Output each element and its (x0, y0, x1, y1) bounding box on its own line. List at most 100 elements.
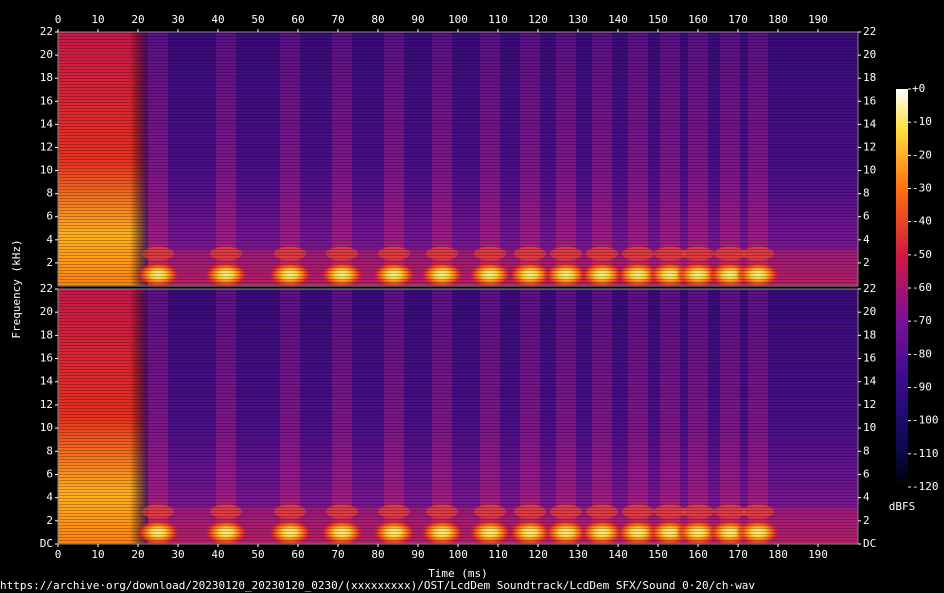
y-tick-label: 14 (40, 375, 54, 388)
x-tick-label: 130 (568, 548, 588, 561)
y-tick-label: 6 (863, 210, 870, 223)
y-tick-label: 8 (46, 444, 53, 457)
texture (58, 289, 858, 544)
y-tick-label: DC (863, 537, 876, 550)
y-tick-label: 22 (863, 282, 876, 295)
x-tick-label: 90 (411, 548, 424, 561)
y-tick-label: 8 (863, 187, 870, 200)
y-tick-label: 10 (863, 164, 876, 177)
y-tick-label: 18 (40, 71, 53, 84)
x-tick-label: 90 (411, 13, 424, 26)
y-tick-label: 4 (46, 491, 53, 504)
y-axis-label: Frequency (kHz) (10, 239, 23, 338)
y-tick-label: 6 (46, 210, 53, 223)
y-tick-label: 18 (863, 328, 876, 341)
x-tick-label: 190 (808, 13, 828, 26)
y-tick-label: 10 (40, 421, 53, 434)
x-tick-label: 50 (251, 548, 264, 561)
colorbar-tick-label: -30 (912, 182, 932, 195)
x-tick-label: 40 (211, 13, 224, 26)
x-tick-label: 30 (171, 548, 184, 561)
y-tick-label: 2 (46, 514, 53, 527)
y-tick-label: 22 (40, 25, 53, 38)
x-tick-label: 20 (131, 13, 144, 26)
colorbar-tick-label: -70 (912, 314, 932, 327)
y-tick-label: 16 (863, 94, 876, 107)
x-tick-label: 20 (131, 548, 144, 561)
texture (58, 32, 858, 286)
x-tick-label: 170 (728, 13, 748, 26)
x-tick-label: 60 (291, 13, 304, 26)
x-tick-label: 180 (768, 548, 788, 561)
colorbar-tick-label: -10 (912, 115, 932, 128)
x-axis-label: Time (ms) (428, 567, 488, 580)
x-tick-label: 70 (331, 13, 344, 26)
x-tick-label: 40 (211, 548, 224, 561)
y-tick-label: 18 (40, 328, 53, 341)
y-tick-label: 14 (863, 117, 877, 130)
y-tick-label: 12 (863, 140, 876, 153)
x-tick-label: 0 (55, 548, 62, 561)
x-tick-label: 60 (291, 548, 304, 561)
x-tick-label: 150 (648, 548, 668, 561)
y-tick-label: 16 (863, 352, 876, 365)
colorbar-tick-label: -80 (912, 347, 932, 360)
x-tick-label: 100 (448, 548, 468, 561)
y-tick-label: DC (40, 537, 53, 550)
y-tick-label: 20 (40, 305, 53, 318)
x-tick-label: 10 (91, 548, 104, 561)
y-tick-label: 20 (40, 48, 53, 61)
colorbar-tick-label: +0 (912, 82, 925, 95)
y-tick-label: 12 (863, 398, 876, 411)
x-tick-label: 120 (528, 548, 548, 561)
y-tick-label: 10 (863, 421, 876, 434)
colorbar-tick-label: -20 (912, 148, 932, 161)
y-tick-label: 14 (863, 375, 877, 388)
x-tick-label: 110 (488, 13, 508, 26)
x-tick-label: 160 (688, 548, 708, 561)
y-tick-label: 12 (40, 398, 53, 411)
x-tick-label: 0 (55, 13, 62, 26)
y-tick-label: 22 (863, 25, 876, 38)
y-tick-label: 8 (46, 187, 53, 200)
y-tick-label: 10 (40, 164, 53, 177)
colorbar-tick-label: -100 (912, 414, 939, 427)
x-tick-label: 30 (171, 13, 184, 26)
x-tick-label: 100 (448, 13, 468, 26)
caption: https://archive·org/download/20230120_20… (0, 579, 755, 592)
y-tick-label: 20 (863, 48, 876, 61)
x-tick-label: 140 (608, 13, 628, 26)
x-tick-label: 80 (371, 13, 384, 26)
colorbar-tick-label: -110 (912, 447, 939, 460)
y-tick-label: 2 (863, 514, 870, 527)
y-tick-label: 14 (40, 117, 54, 130)
y-tick-label: 20 (863, 305, 876, 318)
colorbar-tick-label: -60 (912, 281, 932, 294)
colorbar-tick-label: -40 (912, 215, 932, 228)
colorbar-label: dBFS (889, 500, 916, 513)
colorbar-tick-label: -90 (912, 381, 932, 394)
y-tick-label: 4 (46, 233, 53, 246)
y-tick-label: 4 (863, 491, 870, 504)
x-tick-label: 10 (91, 13, 104, 26)
x-tick-label: 70 (331, 548, 344, 561)
colorbar (896, 89, 908, 487)
x-tick-label: 130 (568, 13, 588, 26)
y-tick-label: 4 (863, 233, 870, 246)
y-tick-label: 2 (863, 256, 870, 269)
x-tick-label: 80 (371, 548, 384, 561)
x-tick-label: 120 (528, 13, 548, 26)
y-tick-label: 6 (46, 467, 53, 480)
x-tick-label: 170 (728, 548, 748, 561)
y-tick-label: 22 (40, 282, 53, 295)
y-tick-label: 16 (40, 94, 53, 107)
x-tick-label: 50 (251, 13, 264, 26)
y-tick-label: 8 (863, 444, 870, 457)
y-tick-label: 16 (40, 352, 53, 365)
x-tick-label: 150 (648, 13, 668, 26)
x-tick-label: 160 (688, 13, 708, 26)
y-tick-label: 2 (46, 256, 53, 269)
y-tick-label: 12 (40, 140, 53, 153)
colorbar-tick-label: -50 (912, 248, 932, 261)
